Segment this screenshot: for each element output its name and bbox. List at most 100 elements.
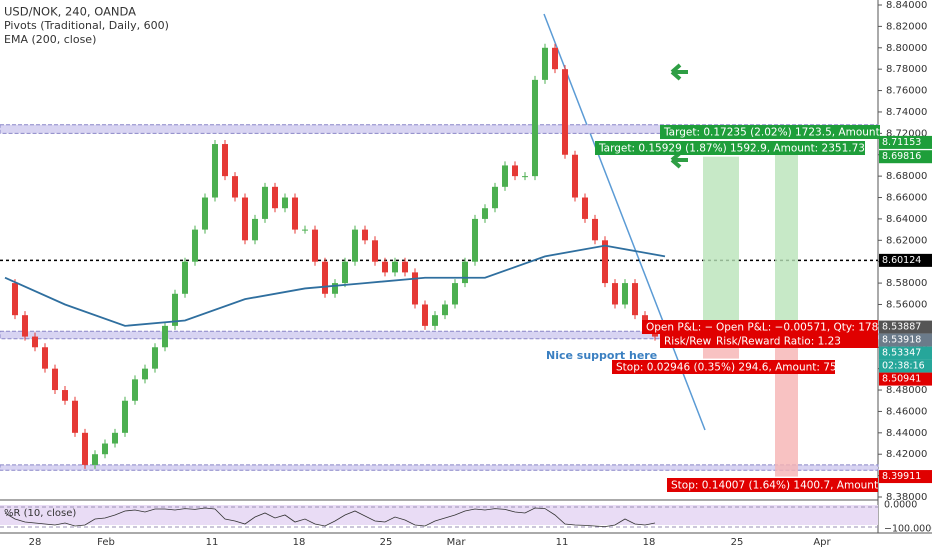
price-label-box: [879, 359, 932, 373]
candle: [62, 390, 68, 401]
order-box: [642, 320, 712, 334]
candle: [202, 197, 208, 230]
order-label: Target: 0.17235 (2.02%) 1723.5, Amount:: [663, 127, 883, 139]
candle: [242, 197, 248, 241]
candle: [302, 229, 308, 231]
candle: [322, 261, 328, 294]
x-tick-label: 11: [556, 537, 569, 548]
candle: [22, 315, 28, 337]
y-tick-label: 8.80000: [886, 43, 927, 54]
y-tick-label: 8.68000: [886, 171, 927, 182]
candle: [102, 443, 108, 455]
candle: [582, 197, 588, 219]
order-label: Risk/Rew: [664, 336, 712, 348]
candle: [342, 261, 348, 284]
price-label: 8.69816: [882, 151, 921, 162]
candle: [272, 186, 278, 209]
candle: [82, 432, 88, 465]
y-tick-label: 8.84000: [886, 0, 927, 11]
candle: [142, 368, 148, 380]
x-tick-label: Mar: [447, 537, 467, 548]
ema-line: [4, 244, 666, 327]
indicator-label: Pivots (Traditional, Daily, 600): [4, 19, 169, 32]
order-box: [595, 141, 865, 155]
wpr-label: %R (10, close): [4, 508, 76, 519]
price-label-box: [879, 135, 932, 149]
wpr-line: [4, 507, 656, 528]
candle: [152, 347, 158, 369]
candle: [392, 261, 398, 273]
price-label: 8.71153: [882, 137, 921, 148]
price-label: 8.53887: [882, 322, 921, 333]
candle: [422, 304, 428, 326]
candle: [522, 176, 528, 178]
candle: [432, 315, 438, 326]
symbol-title: USD/NOK, 240, OANDA: [4, 5, 136, 19]
loss-zone: [775, 327, 798, 477]
wpr-tick-label: 0.0000: [884, 500, 917, 511]
candle: [292, 197, 298, 230]
profit-zone: [775, 142, 798, 328]
candle: [122, 400, 128, 433]
x-tick-label: 25: [380, 537, 393, 548]
candle: [562, 69, 568, 155]
y-tick-label: 8.42000: [886, 449, 927, 460]
candle: [382, 261, 388, 273]
price-label-box: [879, 470, 932, 484]
order-box: [712, 334, 878, 348]
y-tick-label: 8.58000: [886, 278, 927, 289]
wpr-band: [0, 505, 878, 525]
candle: [132, 379, 138, 401]
profit-zone: [703, 156, 739, 328]
price-label: 8.60124: [882, 255, 921, 266]
y-tick-label: 8.76000: [886, 86, 927, 97]
candle: [632, 283, 638, 316]
candle: [402, 261, 408, 273]
y-tick-label: 8.64000: [886, 214, 927, 225]
candle: [192, 229, 198, 262]
y-tick-label: 8.72000: [886, 128, 927, 139]
candle: [492, 186, 498, 209]
candle: [12, 283, 18, 316]
candle: [572, 154, 578, 198]
price-label-box: [879, 333, 932, 347]
x-tick-label: 11: [206, 537, 219, 548]
y-tick-label: 8.38000: [886, 492, 927, 503]
order-label: Open P&L: −0.00571, Qty: 1784: [716, 322, 885, 334]
candle: [32, 336, 38, 348]
candle: [72, 400, 78, 433]
y-tick-label: 8.48000: [886, 385, 927, 396]
price-label-box: [879, 253, 932, 267]
order-label: Stop: 0.02946 (0.35%) 294.6, Amount: 750: [616, 362, 843, 374]
candle: [412, 272, 418, 305]
order-label: Target: 0.15929 (1.87%) 1592.9, Amount: …: [598, 143, 865, 155]
candle: [542, 47, 548, 80]
candle: [352, 229, 358, 262]
price-label: 02:38:16: [882, 361, 925, 372]
candle: [472, 218, 478, 262]
candle: [362, 229, 368, 241]
price-label: 8.50941: [882, 374, 921, 385]
candle: [332, 283, 338, 294]
x-tick-label: 25: [731, 537, 744, 548]
candle: [592, 218, 598, 241]
candle: [282, 197, 288, 209]
candle: [552, 47, 558, 70]
price-label-box: [879, 320, 932, 334]
price-label: 8.39911: [882, 471, 921, 482]
order-box: [660, 334, 712, 348]
arrow: [670, 63, 688, 81]
candle: [512, 165, 518, 177]
order-label: Risk/Reward Ratio: 1.23: [716, 336, 841, 348]
candle: [52, 368, 58, 391]
candle: [182, 261, 188, 294]
price-label-box: [879, 150, 932, 164]
candle: [372, 240, 378, 262]
indicator-label: EMA (200, close): [4, 33, 96, 46]
candle: [612, 283, 618, 305]
candle: [462, 261, 468, 284]
y-tick-label: 8.78000: [886, 64, 927, 75]
wpr-tick-label: −100.0000: [884, 524, 932, 535]
y-tick-label: 8.74000: [886, 107, 927, 118]
